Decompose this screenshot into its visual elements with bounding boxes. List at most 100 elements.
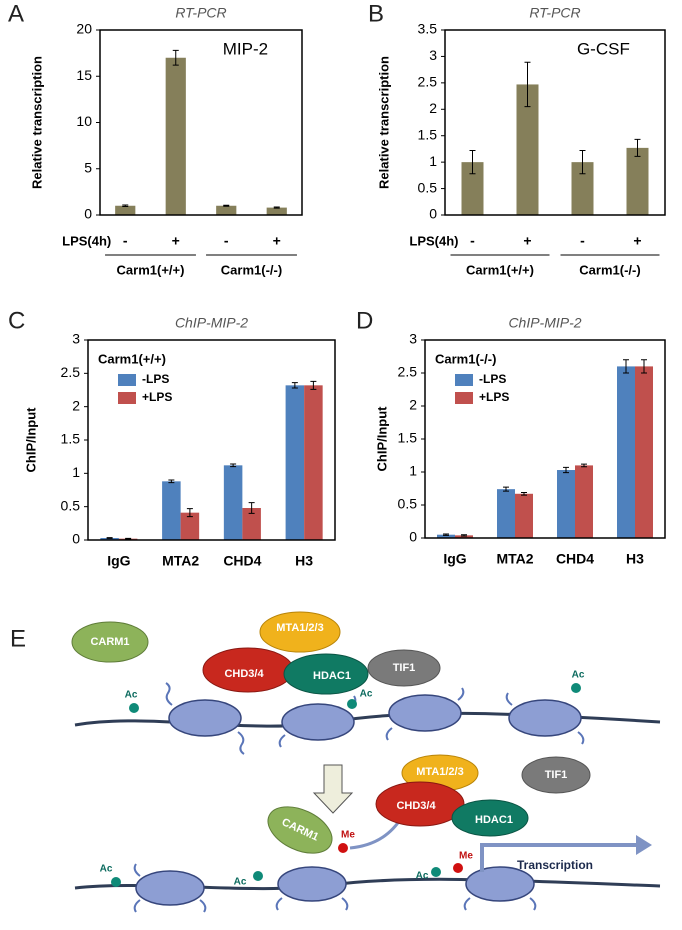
legend-swatch [455, 374, 473, 386]
x-tick-label: - [224, 233, 229, 249]
carm1 [71, 621, 149, 663]
error-bar [230, 463, 237, 468]
protein-label: HDAC1 [313, 670, 351, 682]
legend-label: -LPS [479, 372, 506, 386]
error-bar [634, 138, 641, 157]
y-tick-label: 5 [84, 159, 92, 175]
bar [497, 489, 515, 538]
group-label: Carm1(-/-) [579, 262, 640, 277]
histone-tails [133, 863, 537, 913]
bar [180, 512, 200, 540]
bar [100, 538, 119, 540]
ac-label: Ac [360, 689, 373, 700]
error-bar [223, 204, 230, 207]
error-bar [581, 463, 587, 468]
error-bar [273, 206, 280, 209]
y-tick-label: 20 [76, 21, 92, 37]
y-tick-label: 2.5 [61, 364, 81, 380]
x-tick-label: + [172, 233, 180, 249]
x-tick-label: IgG [107, 553, 130, 569]
legend-label: -LPS [142, 372, 169, 386]
error-bar [291, 382, 298, 389]
bar [571, 162, 594, 215]
bar [515, 493, 533, 538]
arrowhead [636, 835, 652, 855]
y-axis-label: Relative transcription [376, 56, 391, 189]
protein-label: CHD3/4 [224, 668, 264, 680]
y-tick-label: 0 [72, 531, 80, 547]
y-tick-label: 10 [76, 113, 92, 129]
marks [111, 843, 463, 887]
legend-label: +LPS [142, 390, 172, 404]
legend-title: Carm1(+/+) [98, 351, 166, 366]
chd [375, 781, 465, 827]
legend-swatch [455, 392, 473, 404]
plot-frame [444, 29, 666, 216]
hdac [283, 653, 369, 695]
arrow [312, 764, 354, 814]
panel-label: B [368, 0, 384, 27]
plot-frame [424, 339, 666, 539]
carm1 [267, 806, 333, 854]
bar [115, 205, 136, 215]
y-tick-label: 2 [72, 397, 80, 413]
y-tick-label: 1 [72, 464, 80, 480]
error-bar [503, 486, 509, 492]
chart-title: ChIP-MIP-2 [508, 315, 581, 331]
x-row-label: LPS(4h) [62, 233, 111, 248]
error-bar [461, 534, 467, 537]
bar [216, 205, 237, 215]
bar [575, 465, 593, 538]
x-tick-label: H3 [626, 551, 644, 567]
plot-frame [99, 29, 303, 216]
y-tick-label: 0.5 [61, 497, 81, 513]
transcription-label: Transcription [517, 858, 593, 872]
group-label: Carm1(-/-) [221, 262, 282, 277]
x-tick-label: + [633, 233, 641, 249]
error-bar [248, 502, 255, 514]
error-bar [310, 380, 317, 390]
annotation: MIP-2 [223, 39, 268, 58]
group-label: Carm1(+/+) [117, 262, 185, 277]
protein-label: MTA1/2/3 [276, 622, 323, 634]
legend-title: Carm1(-/-) [435, 351, 496, 366]
me-label: Me [459, 851, 473, 862]
error-bar [641, 359, 647, 374]
x-tick-label: + [273, 233, 281, 249]
bar [455, 535, 473, 538]
bar [285, 385, 305, 540]
error-bar [172, 49, 179, 66]
chart-title: RT-PCR [175, 5, 226, 21]
error-bar [106, 537, 113, 539]
nucleosomes [135, 866, 535, 906]
diagram: E CARM1 MTA1/2/3 CHD3/4 HDAC1 TIF1 Ac Ac… [10, 611, 661, 913]
bar [557, 470, 575, 538]
nucleosomes [168, 694, 582, 741]
x-tick-label: CHD4 [223, 553, 261, 569]
x-tick-label: - [580, 233, 585, 249]
protein-label: TIF1 [545, 769, 568, 781]
bar [162, 481, 181, 540]
bar [617, 366, 635, 538]
group-label: Carm1(+/+) [466, 262, 534, 277]
y-axis-label: Relative transcription [29, 56, 44, 189]
bar [165, 57, 186, 215]
error-bar [122, 204, 129, 207]
chart-title: ChIP-MIP-2 [175, 315, 248, 331]
mta [259, 611, 341, 653]
ac-marks [129, 683, 581, 713]
hdac [451, 799, 529, 837]
y-tick-label: 0 [409, 529, 417, 545]
bar [461, 162, 484, 215]
x-tick-label: - [470, 233, 475, 249]
y-tick-label: 0.5 [418, 179, 438, 195]
error-bar [521, 491, 527, 496]
y-tick-label: 2 [429, 100, 437, 116]
x-tick-label: MTA2 [496, 551, 533, 567]
protein-label: MTA1/2/3 [416, 766, 463, 778]
transcription-arrow [480, 843, 640, 872]
y-tick-label: 2 [409, 397, 417, 413]
error-bar [623, 359, 629, 374]
error-bar [125, 537, 132, 540]
protein-label: CARM1 [90, 636, 129, 648]
